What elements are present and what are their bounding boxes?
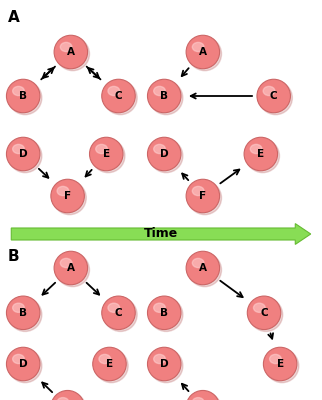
Ellipse shape	[154, 354, 166, 364]
Text: D: D	[19, 359, 27, 369]
Ellipse shape	[13, 354, 24, 364]
Text: E: E	[106, 359, 113, 369]
Ellipse shape	[149, 298, 183, 332]
Ellipse shape	[265, 349, 299, 383]
Text: B: B	[160, 308, 168, 318]
Text: D: D	[19, 149, 27, 159]
Ellipse shape	[250, 144, 262, 154]
Ellipse shape	[6, 79, 40, 113]
Ellipse shape	[188, 37, 222, 71]
Ellipse shape	[93, 347, 126, 381]
Text: E: E	[103, 149, 110, 159]
Text: D: D	[160, 359, 168, 369]
Ellipse shape	[6, 137, 40, 171]
Ellipse shape	[108, 86, 120, 96]
Text: E: E	[277, 359, 284, 369]
Ellipse shape	[57, 398, 69, 400]
Ellipse shape	[147, 347, 181, 381]
Ellipse shape	[99, 354, 111, 364]
Ellipse shape	[188, 253, 222, 287]
Text: F: F	[64, 191, 71, 201]
Text: A: A	[199, 263, 207, 273]
Text: B: B	[19, 308, 27, 318]
Ellipse shape	[147, 79, 181, 113]
Ellipse shape	[53, 392, 86, 400]
Ellipse shape	[154, 144, 166, 154]
Text: C: C	[115, 91, 122, 101]
Ellipse shape	[249, 298, 283, 332]
Ellipse shape	[149, 81, 183, 115]
Ellipse shape	[91, 139, 125, 173]
Ellipse shape	[102, 296, 135, 330]
Ellipse shape	[246, 139, 279, 173]
Ellipse shape	[257, 79, 290, 113]
Ellipse shape	[54, 35, 88, 69]
Text: A: A	[8, 10, 20, 25]
Ellipse shape	[263, 86, 275, 96]
Text: B: B	[8, 249, 20, 264]
Ellipse shape	[6, 347, 40, 381]
Text: A: A	[67, 47, 75, 57]
Ellipse shape	[149, 139, 183, 173]
Ellipse shape	[13, 303, 24, 312]
Ellipse shape	[51, 179, 84, 213]
Ellipse shape	[95, 349, 128, 383]
Text: A: A	[199, 47, 207, 57]
Ellipse shape	[192, 186, 204, 196]
Ellipse shape	[186, 390, 220, 400]
Ellipse shape	[96, 144, 108, 154]
Text: C: C	[260, 308, 268, 318]
Ellipse shape	[13, 86, 24, 96]
Text: C: C	[270, 91, 278, 101]
Ellipse shape	[60, 42, 72, 52]
Text: A: A	[67, 263, 75, 273]
Ellipse shape	[192, 398, 204, 400]
Ellipse shape	[253, 303, 265, 312]
Ellipse shape	[104, 298, 137, 332]
Ellipse shape	[259, 81, 292, 115]
Ellipse shape	[186, 35, 220, 69]
Text: D: D	[160, 149, 168, 159]
Ellipse shape	[147, 137, 181, 171]
Ellipse shape	[186, 251, 220, 285]
Ellipse shape	[149, 349, 183, 383]
Ellipse shape	[108, 303, 120, 312]
Ellipse shape	[244, 137, 278, 171]
Ellipse shape	[102, 79, 135, 113]
Ellipse shape	[6, 296, 40, 330]
Text: B: B	[19, 91, 27, 101]
Ellipse shape	[104, 81, 137, 115]
Ellipse shape	[51, 390, 84, 400]
Ellipse shape	[154, 303, 166, 312]
Ellipse shape	[263, 347, 297, 381]
Text: F: F	[199, 191, 206, 201]
Text: C: C	[115, 308, 122, 318]
Ellipse shape	[8, 349, 42, 383]
Text: Time: Time	[144, 227, 178, 240]
Ellipse shape	[186, 179, 220, 213]
Ellipse shape	[8, 298, 42, 332]
Ellipse shape	[56, 37, 90, 71]
Ellipse shape	[192, 258, 204, 268]
Ellipse shape	[188, 181, 222, 215]
Ellipse shape	[54, 251, 88, 285]
Ellipse shape	[90, 137, 123, 171]
Ellipse shape	[8, 81, 42, 115]
Ellipse shape	[188, 392, 222, 400]
Text: E: E	[257, 149, 264, 159]
Ellipse shape	[13, 144, 24, 154]
Ellipse shape	[60, 258, 72, 268]
Ellipse shape	[56, 253, 90, 287]
Ellipse shape	[154, 86, 166, 96]
Ellipse shape	[53, 181, 86, 215]
Ellipse shape	[247, 296, 281, 330]
Ellipse shape	[8, 139, 42, 173]
Text: B: B	[160, 91, 168, 101]
Ellipse shape	[270, 354, 281, 364]
FancyArrow shape	[11, 224, 311, 244]
Ellipse shape	[57, 186, 69, 196]
Ellipse shape	[147, 296, 181, 330]
Ellipse shape	[192, 42, 204, 52]
